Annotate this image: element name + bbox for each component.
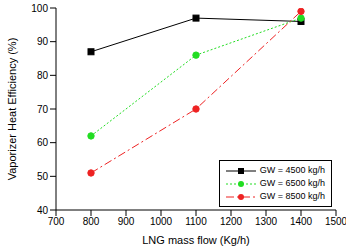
svg-text:LNG mass flow (Kg/h): LNG mass flow (Kg/h) bbox=[142, 234, 250, 246]
svg-text:90: 90 bbox=[37, 36, 49, 47]
html-text:GW = 8500 kg/h: GW = 8500 kg/h bbox=[259, 191, 325, 201]
svg-text:70: 70 bbox=[37, 104, 49, 115]
svg-text:1000: 1000 bbox=[150, 216, 173, 227]
svg-text:60: 60 bbox=[37, 137, 49, 148]
svg-text:40: 40 bbox=[37, 205, 49, 216]
svg-text:800: 800 bbox=[83, 216, 100, 227]
svg-text:1200: 1200 bbox=[220, 216, 243, 227]
html-text:GW = 6500 kg/h: GW = 6500 kg/h bbox=[259, 178, 325, 188]
svg-text:900: 900 bbox=[118, 216, 135, 227]
svg-text:1500: 1500 bbox=[325, 216, 338, 227]
svg-text:50: 50 bbox=[37, 171, 49, 182]
svg-text:80: 80 bbox=[37, 70, 49, 81]
svg-text:1300: 1300 bbox=[255, 216, 278, 227]
html-text:GW = 4500 kg/h: GW = 4500 kg/h bbox=[259, 165, 325, 175]
svg-text:700: 700 bbox=[48, 216, 65, 227]
svg-text:Vaporizer Heat Efficiency (%): Vaporizer Heat Efficiency (%) bbox=[8, 38, 18, 181]
svg-text:1400: 1400 bbox=[290, 216, 313, 227]
svg-text:1100: 1100 bbox=[185, 216, 207, 227]
svg-text:100: 100 bbox=[31, 3, 48, 14]
